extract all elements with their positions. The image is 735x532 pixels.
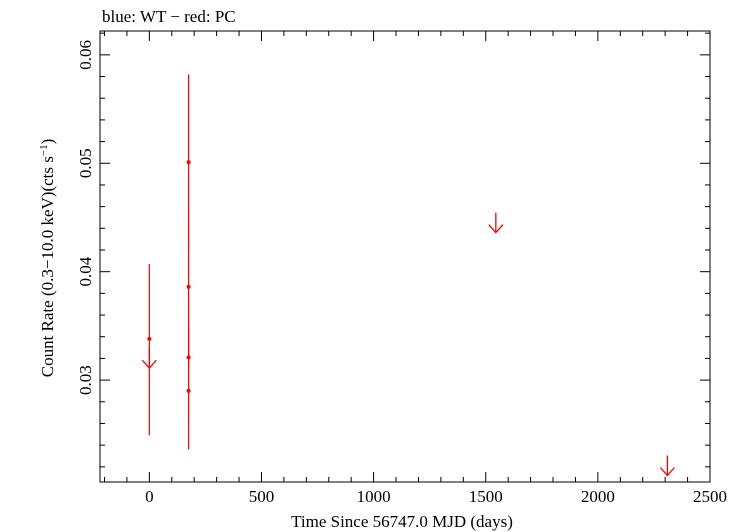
data-point bbox=[147, 336, 152, 341]
upper-limit-arrow bbox=[141, 348, 157, 370]
upper-limit-head bbox=[659, 467, 675, 477]
y-tick-label: 0.03 bbox=[76, 365, 95, 395]
upper-limit-head bbox=[141, 359, 157, 370]
y-tick-label: 0.05 bbox=[76, 148, 95, 178]
data-marks bbox=[141, 74, 675, 477]
y-axis-label-main: Count Rate (0.3−10.0 keV)(cts s bbox=[38, 156, 57, 377]
upper-limit-arrow bbox=[659, 455, 675, 477]
y-axis-label-close: ) bbox=[38, 139, 57, 145]
axis-ticks bbox=[100, 31, 711, 482]
data-point bbox=[186, 284, 191, 289]
data-point bbox=[186, 388, 191, 393]
upper-limit-head bbox=[488, 224, 504, 234]
x-tick-label: 2500 bbox=[693, 487, 727, 506]
y-axis-label-superscript: −1 bbox=[38, 144, 50, 156]
x-tick-label: 1500 bbox=[469, 487, 503, 506]
x-axis-label: Time Since 56747.0 MJD (days) bbox=[291, 512, 513, 531]
x-tick-label: 0 bbox=[145, 487, 154, 506]
y-tick-label: 0.04 bbox=[76, 256, 95, 286]
plot-frame bbox=[99, 30, 711, 483]
y-axis-label: Count Rate (0.3−10.0 keV)(cts s−1) bbox=[38, 139, 57, 378]
x-tick-label: 1000 bbox=[357, 487, 391, 506]
y-tick-labels: 0.03 0.04 0.05 0.06 bbox=[76, 40, 95, 395]
chart-title: blue: WT − red: PC bbox=[102, 7, 236, 26]
x-tick-label: 2000 bbox=[581, 487, 615, 506]
data-point bbox=[186, 160, 191, 165]
upper-limit-arrow bbox=[488, 212, 504, 234]
y-tick-label: 0.06 bbox=[76, 40, 95, 70]
x-tick-label: 500 bbox=[249, 487, 275, 506]
x-tick-labels: 0 500 1000 1500 2000 2500 bbox=[145, 487, 727, 506]
